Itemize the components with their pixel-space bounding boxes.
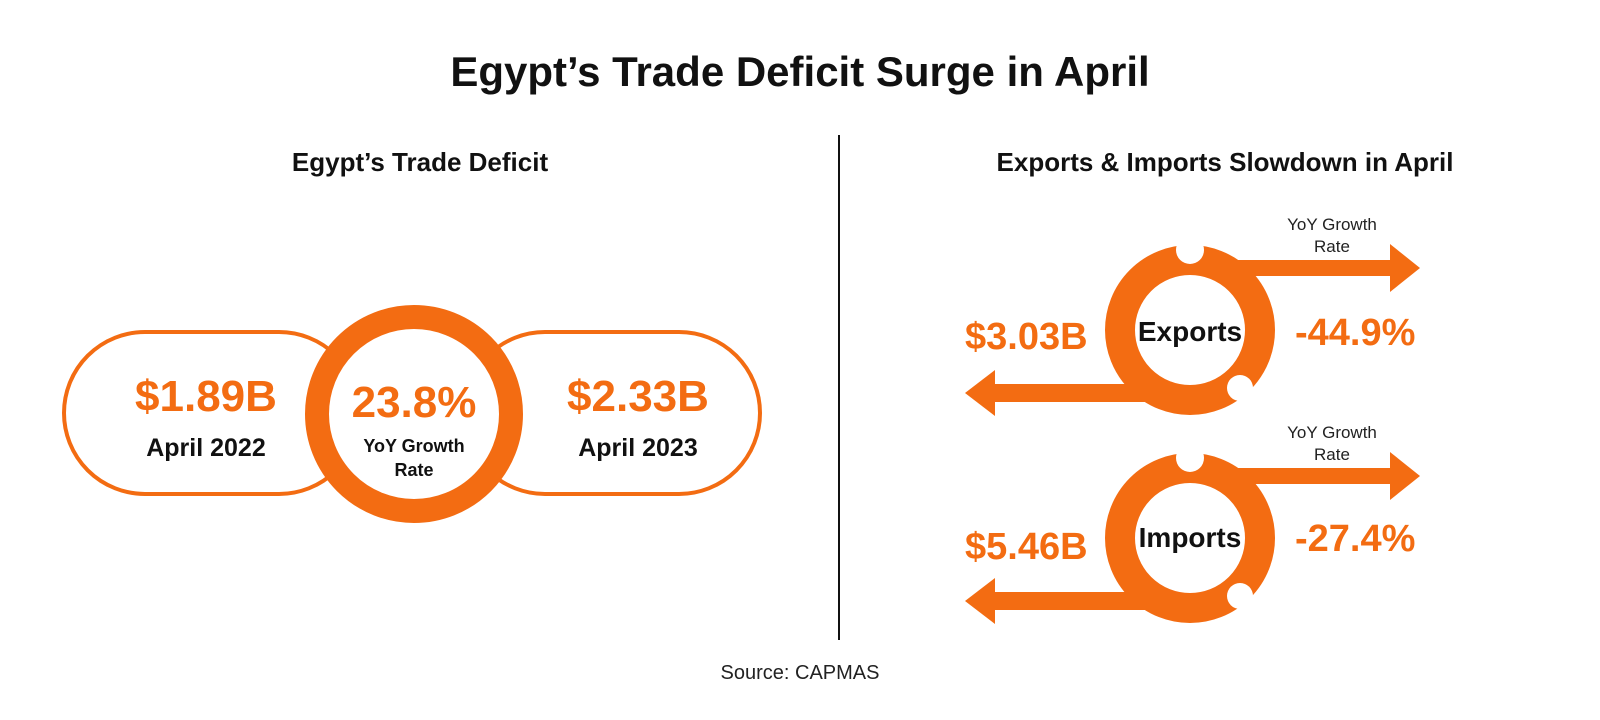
april-2023-label: April 2023 <box>578 434 698 462</box>
imports-value: $5.46B <box>965 526 1088 568</box>
april-2022-label: April 2022 <box>146 434 266 462</box>
page-title: Egypt’s Trade Deficit Surge in April <box>450 48 1150 95</box>
imports-arrow-left <box>965 578 1145 624</box>
yoy-growth-label: YoY Growth Rate <box>363 436 465 480</box>
source-note: Source: CAPMAS <box>720 662 880 684</box>
april-2023-value: $2.33B <box>567 372 709 421</box>
left-subtitle: Egypt’s Trade Deficit <box>291 147 549 177</box>
april-2022-value: $1.89B <box>135 372 277 421</box>
yoy-growth-value: 23.8% <box>351 378 477 427</box>
imports-label: Imports <box>1138 522 1242 553</box>
imports-ring <box>1105 444 1275 623</box>
section-divider <box>838 135 840 640</box>
exports-yoy-label: YoY Growth Rate <box>1287 215 1377 256</box>
imports-arrow-right <box>1233 452 1420 500</box>
exports-growth: -44.9% <box>1295 312 1416 354</box>
imports-yoy-label: YoY Growth Rate <box>1287 423 1377 464</box>
right-subtitle: Exports & Imports Slowdown in April <box>996 147 1454 177</box>
exports-value: $3.03B <box>965 316 1088 358</box>
exports-arrow-right <box>1233 244 1420 292</box>
imports-growth: -27.4% <box>1295 518 1416 560</box>
exports-arrow-left <box>965 370 1145 416</box>
exports-label: Exports <box>1137 316 1243 347</box>
exports-ring <box>1105 236 1275 415</box>
